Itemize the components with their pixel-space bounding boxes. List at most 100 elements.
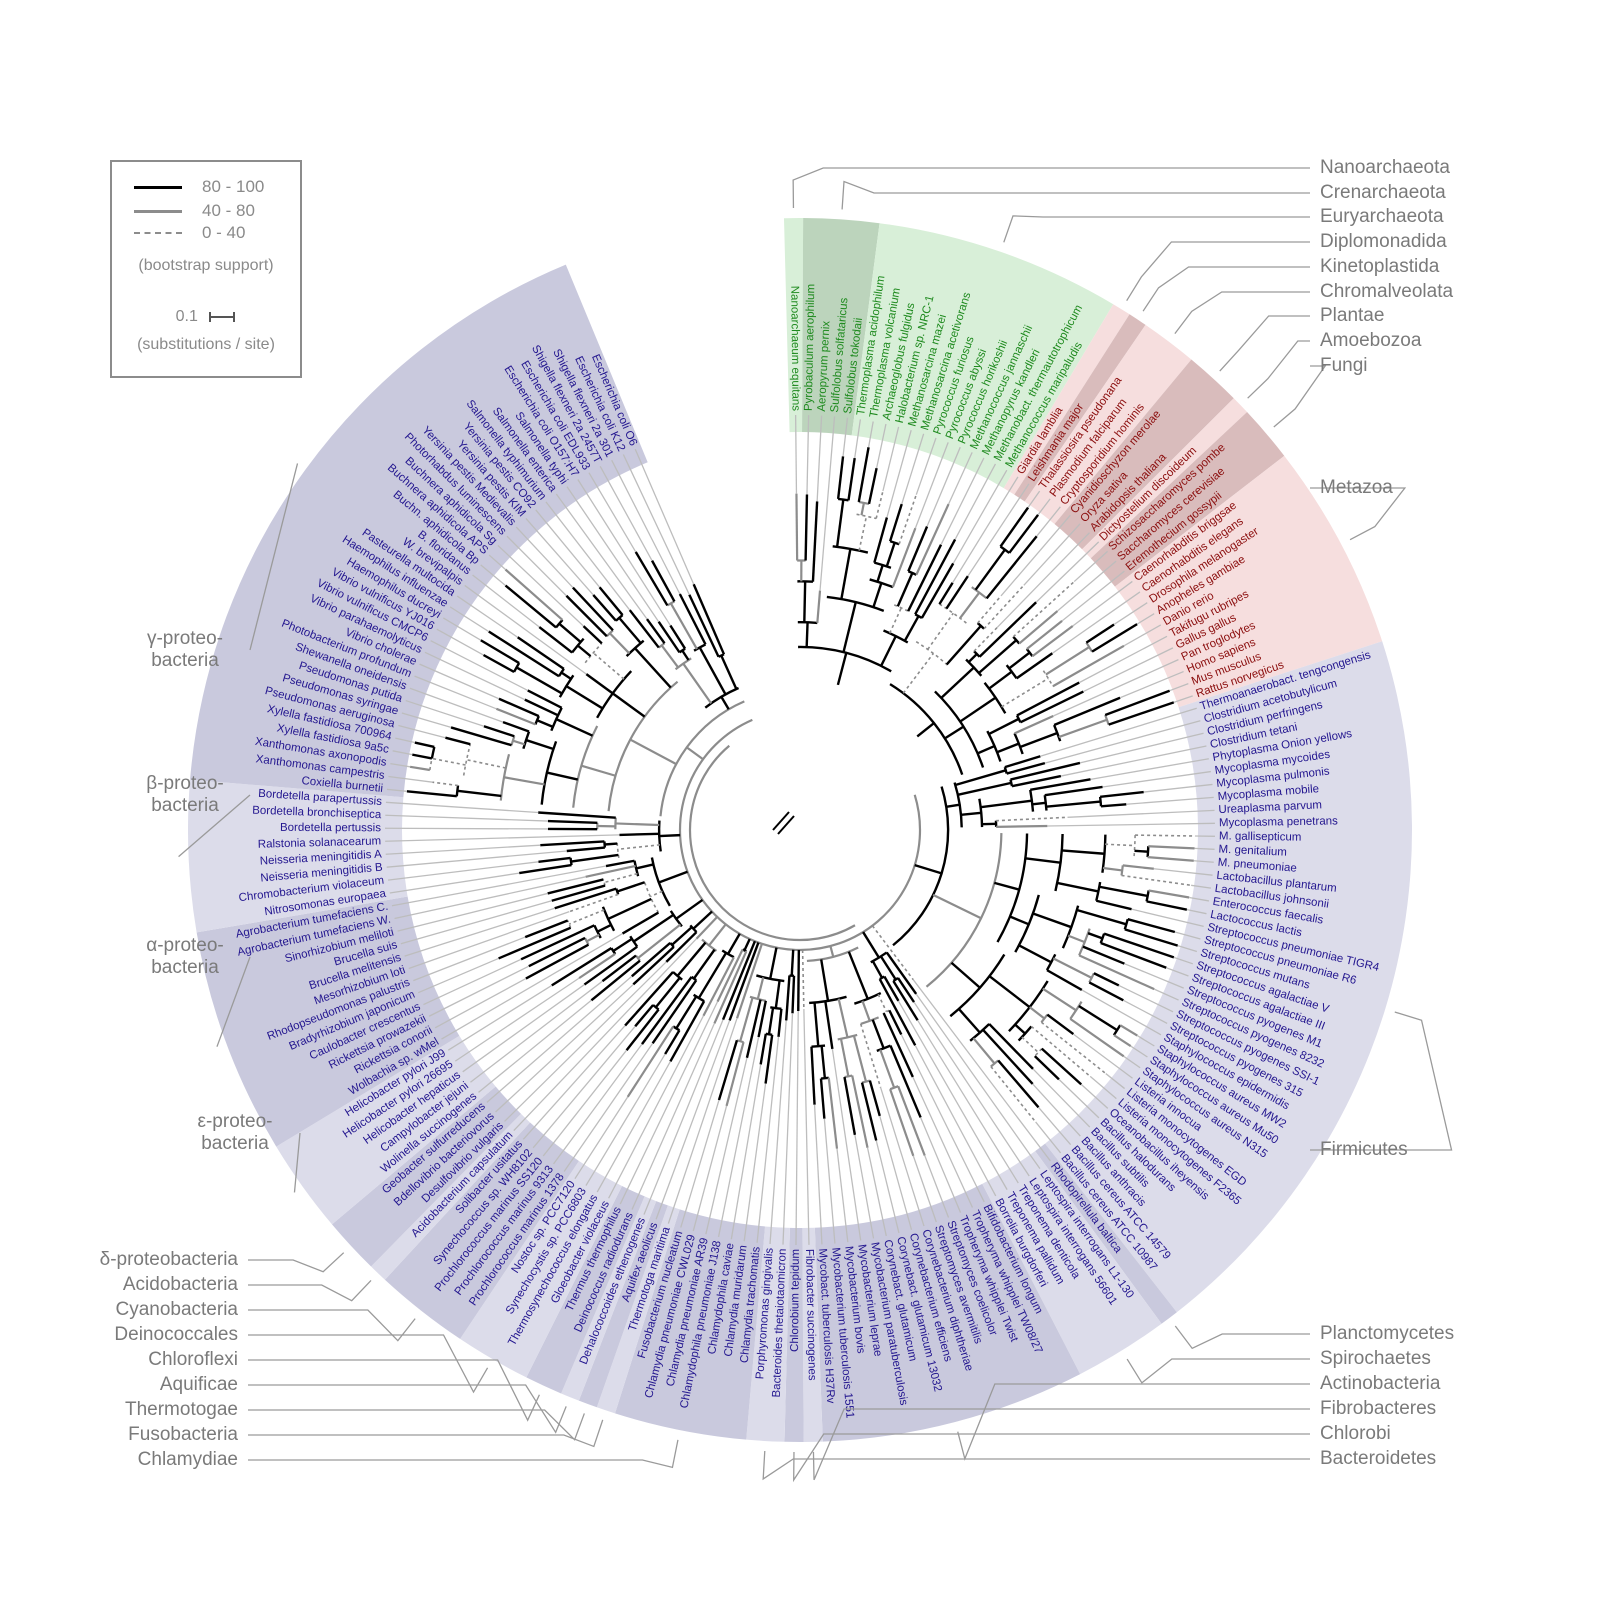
tip-extension bbox=[1113, 602, 1148, 625]
branch bbox=[498, 926, 572, 960]
clade-label-line: α-proteo- bbox=[146, 935, 224, 956]
branch bbox=[932, 893, 982, 920]
branch bbox=[1100, 803, 1127, 808]
tip-extension bbox=[1057, 560, 1117, 612]
branch bbox=[657, 621, 681, 654]
branch bbox=[957, 781, 1012, 796]
taxon-label: M. genitalium bbox=[1218, 844, 1287, 859]
branch bbox=[954, 769, 1007, 787]
branch bbox=[676, 941, 707, 977]
branch bbox=[628, 609, 660, 649]
branch bbox=[877, 993, 888, 1013]
tip-extension bbox=[515, 526, 574, 588]
clade-label: Chlamydiae bbox=[137, 1449, 238, 1470]
branch bbox=[983, 584, 1025, 630]
branch-arc bbox=[990, 1059, 999, 1068]
branch bbox=[944, 725, 965, 740]
tip-extension bbox=[622, 454, 690, 595]
branch bbox=[959, 591, 981, 619]
branch bbox=[785, 975, 791, 1021]
tip-extension bbox=[608, 1015, 705, 1199]
tip-extension bbox=[404, 907, 555, 957]
tip-extension bbox=[1035, 1121, 1062, 1154]
clade-sector bbox=[1090, 412, 1285, 587]
branch bbox=[634, 647, 672, 689]
leader-line bbox=[1126, 1358, 1310, 1384]
branch bbox=[1135, 834, 1195, 837]
branch-arc bbox=[1069, 1001, 1083, 1020]
branch bbox=[999, 506, 1030, 548]
tip-extension bbox=[486, 975, 633, 1103]
branch-arc bbox=[607, 680, 679, 812]
tip-extension bbox=[480, 564, 506, 586]
tip-extension bbox=[823, 1118, 836, 1244]
clade-label: Acidobacteria bbox=[122, 1274, 238, 1295]
clade-label: β-proteo-bacteria bbox=[115, 773, 255, 817]
clade-sector bbox=[1003, 304, 1130, 495]
branch bbox=[457, 789, 502, 798]
tip-extension bbox=[472, 574, 540, 628]
tip-extension bbox=[395, 737, 415, 744]
branch bbox=[1146, 900, 1188, 911]
clade-sector bbox=[1045, 641, 1412, 1313]
tip-extension bbox=[611, 459, 681, 595]
branch-arc bbox=[806, 946, 859, 963]
clade-label: Fibrobacteres bbox=[1320, 1398, 1437, 1419]
branch-arc bbox=[1054, 833, 1064, 892]
branch bbox=[560, 671, 572, 680]
branch-arc bbox=[996, 833, 1029, 943]
leader-line bbox=[841, 180, 1310, 210]
branch bbox=[1122, 864, 1154, 870]
branch bbox=[632, 913, 675, 943]
branch-arc bbox=[571, 637, 585, 654]
clade-sector bbox=[1054, 359, 1234, 550]
branch bbox=[1015, 652, 1054, 680]
tip-extension bbox=[926, 446, 961, 527]
branch bbox=[876, 564, 884, 583]
branch bbox=[861, 1000, 871, 1022]
branch bbox=[819, 1078, 826, 1119]
branch bbox=[1040, 1047, 1083, 1086]
branch bbox=[974, 548, 1006, 591]
branch bbox=[847, 457, 856, 501]
leader-line bbox=[1174, 1325, 1310, 1350]
branch bbox=[569, 893, 619, 913]
tip-extension bbox=[1169, 683, 1189, 692]
branch bbox=[945, 625, 982, 666]
branch bbox=[820, 1045, 827, 1079]
tip-extension bbox=[1166, 967, 1189, 977]
tip-extension bbox=[1037, 1106, 1072, 1146]
branch bbox=[891, 527, 917, 588]
tip-extension bbox=[886, 429, 912, 518]
branch bbox=[1099, 790, 1144, 799]
branch-arc bbox=[986, 730, 1002, 762]
tip-extension bbox=[900, 1034, 985, 1203]
branch bbox=[1019, 690, 1084, 724]
branch bbox=[592, 652, 625, 680]
branch bbox=[565, 594, 608, 638]
leader-line bbox=[812, 1408, 1310, 1481]
branch bbox=[1033, 1055, 1060, 1081]
branch bbox=[651, 979, 698, 1045]
tip-extension bbox=[842, 417, 849, 457]
branch-arc bbox=[953, 782, 963, 828]
branch bbox=[654, 977, 681, 1009]
branch bbox=[1030, 778, 1091, 792]
branch bbox=[551, 884, 606, 902]
branch bbox=[688, 594, 720, 658]
branch-arc bbox=[883, 629, 909, 644]
branch-arc bbox=[914, 613, 923, 620]
branch-arc bbox=[1145, 890, 1150, 902]
branch bbox=[524, 919, 569, 939]
taxon-label: Ureaplasma parvum bbox=[1218, 799, 1322, 816]
branch-arc bbox=[978, 798, 984, 828]
branch bbox=[565, 685, 604, 710]
branch bbox=[1046, 800, 1101, 808]
tip-extension bbox=[854, 419, 862, 459]
branch bbox=[1044, 785, 1103, 797]
leader-line bbox=[1174, 291, 1310, 335]
tip-extension bbox=[456, 595, 519, 638]
tip-extension bbox=[643, 1019, 724, 1215]
branch-arc bbox=[1053, 724, 1062, 742]
branch bbox=[1018, 610, 1059, 645]
